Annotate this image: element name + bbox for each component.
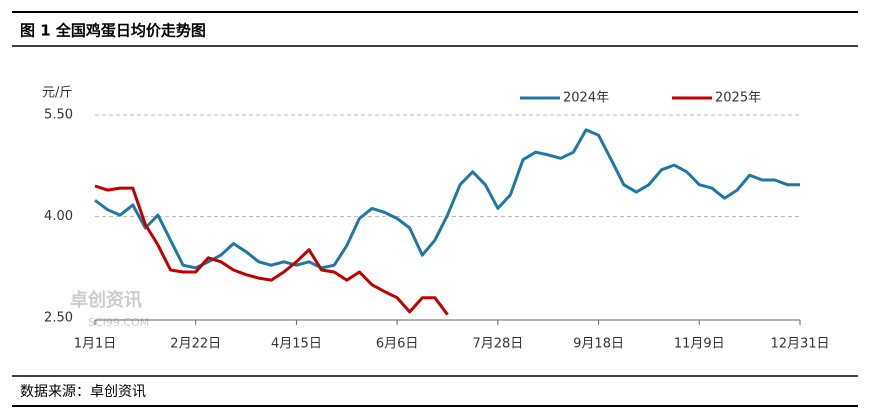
watermark-site: SCI99.COM (88, 316, 149, 329)
x-tick-label: 4月15日 (271, 337, 322, 352)
y-axis-label: 元/斤 (42, 86, 72, 101)
x-tick-label: 12月31日 (770, 337, 829, 352)
x-tick-label: 6月6日 (376, 337, 419, 352)
x-tick-label: 11月9日 (674, 337, 725, 352)
x-tick-label: 1月1日 (74, 337, 117, 352)
series-line (94, 184, 449, 316)
series-line (94, 128, 800, 270)
chart-title: 图 1 全国鸡蛋日均价走势图 (20, 22, 206, 40)
watermark: 卓创资讯 (70, 289, 142, 311)
legend-label: 2024年 (563, 91, 609, 106)
x-tick-label: 9月18日 (573, 337, 624, 352)
y-tick-label: 2.50 (44, 311, 73, 326)
x-tick-label: 2月22日 (170, 337, 221, 352)
legend-label: 2025年 (715, 91, 761, 106)
x-tick-label: 7月28日 (472, 337, 523, 352)
y-tick-label: 4.00 (44, 209, 73, 224)
y-tick-label: 5.50 (44, 108, 73, 123)
source: 数据来源：卓创资讯 (20, 384, 146, 400)
